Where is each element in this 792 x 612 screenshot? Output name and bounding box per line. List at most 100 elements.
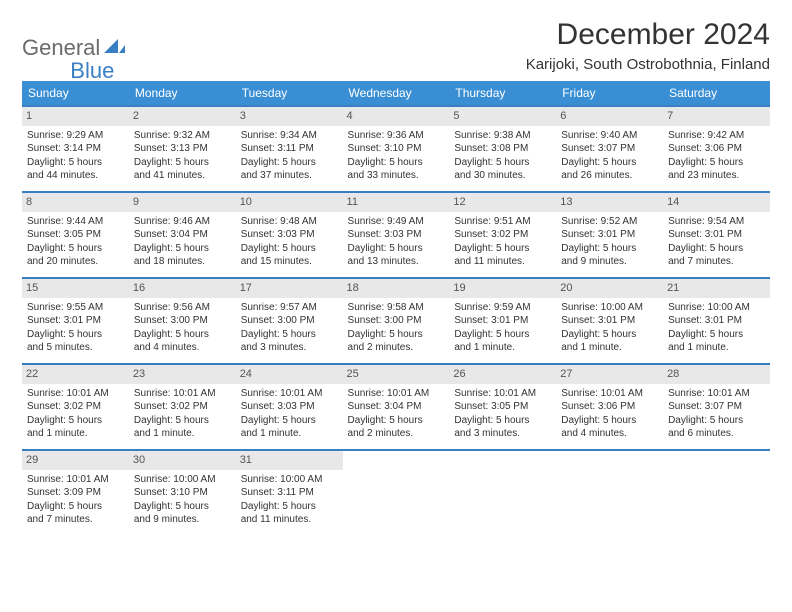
day-number: 3 [236,107,343,126]
sunrise-text: Sunrise: 10:01 AM [27,473,124,487]
daylight-text: and 1 minute. [241,427,338,441]
sunrise-text: Sunrise: 10:00 AM [134,473,231,487]
daylight-text: Daylight: 5 hours [134,414,231,428]
sunset-text: Sunset: 3:11 PM [241,486,338,500]
logo-text-blue: Blue [70,58,114,84]
sunrise-text: Sunrise: 10:01 AM [348,387,445,401]
month-title: December 2024 [526,18,770,52]
day-number: 5 [449,107,556,126]
day-cell: 10Sunrise: 9:48 AMSunset: 3:03 PMDayligh… [236,192,343,278]
daylight-text: Daylight: 5 hours [134,242,231,256]
sunrise-text: Sunrise: 10:00 AM [241,473,338,487]
calendar-table: Sunday Monday Tuesday Wednesday Thursday… [22,81,770,536]
location: Karijoki, South Ostrobothnia, Finland [526,56,770,73]
day-number: 8 [22,193,129,212]
daylight-text: and 3 minutes. [454,427,551,441]
sunrise-text: Sunrise: 9:29 AM [27,129,124,143]
day-number: 18 [343,279,450,298]
day-number: 26 [449,365,556,384]
daylight-text: and 6 minutes. [668,427,765,441]
day-number: 22 [22,365,129,384]
day-number: 25 [343,365,450,384]
day-number: 6 [556,107,663,126]
sunrise-text: Sunrise: 9:51 AM [454,215,551,229]
day-number: 29 [22,451,129,470]
daylight-text: Daylight: 5 hours [134,500,231,514]
sunrise-text: Sunrise: 10:00 AM [561,301,658,315]
sunrise-text: Sunrise: 9:32 AM [134,129,231,143]
day-number: 20 [556,279,663,298]
day-number: 4 [343,107,450,126]
sunrise-text: Sunrise: 9:59 AM [454,301,551,315]
weekday-header: Saturday [663,81,770,106]
sunset-text: Sunset: 3:09 PM [27,486,124,500]
sunset-text: Sunset: 3:13 PM [134,142,231,156]
day-cell: 27Sunrise: 10:01 AMSunset: 3:06 PMDaylig… [556,364,663,450]
day-number: 23 [129,365,236,384]
sunrise-text: Sunrise: 10:01 AM [134,387,231,401]
sunrise-text: Sunrise: 9:34 AM [241,129,338,143]
sunset-text: Sunset: 3:01 PM [454,314,551,328]
day-number: 30 [129,451,236,470]
header: General Blue December 2024 Karijoki, Sou… [22,18,770,73]
day-cell: 13Sunrise: 9:52 AMSunset: 3:01 PMDayligh… [556,192,663,278]
daylight-text: Daylight: 5 hours [134,328,231,342]
sunset-text: Sunset: 3:01 PM [668,314,765,328]
sunrise-text: Sunrise: 9:38 AM [454,129,551,143]
sunrise-text: Sunrise: 9:54 AM [668,215,765,229]
day-cell: 1Sunrise: 9:29 AMSunset: 3:14 PMDaylight… [22,106,129,192]
day-cell: 31Sunrise: 10:00 AMSunset: 3:11 PMDaylig… [236,450,343,536]
daylight-text: Daylight: 5 hours [241,156,338,170]
day-cell [449,450,556,536]
sunrise-text: Sunrise: 9:55 AM [27,301,124,315]
day-number: 14 [663,193,770,212]
daylight-text: and 1 minute. [27,427,124,441]
day-cell: 11Sunrise: 9:49 AMSunset: 3:03 PMDayligh… [343,192,450,278]
sunset-text: Sunset: 3:05 PM [27,228,124,242]
daylight-text: and 2 minutes. [348,427,445,441]
sunset-text: Sunset: 3:06 PM [668,142,765,156]
weekday-header: Monday [129,81,236,106]
daylight-text: and 4 minutes. [134,341,231,355]
weekday-header: Thursday [449,81,556,106]
sunset-text: Sunset: 3:01 PM [668,228,765,242]
daylight-text: and 11 minutes. [241,513,338,527]
calendar-row: 1Sunrise: 9:29 AMSunset: 3:14 PMDaylight… [22,106,770,192]
daylight-text: Daylight: 5 hours [561,328,658,342]
day-cell: 19Sunrise: 9:59 AMSunset: 3:01 PMDayligh… [449,278,556,364]
day-cell: 5Sunrise: 9:38 AMSunset: 3:08 PMDaylight… [449,106,556,192]
sunrise-text: Sunrise: 9:36 AM [348,129,445,143]
day-cell: 3 Sunrise: 9:34 AMSunset: 3:11 PMDaylight… [236,106,343,192]
sunrise-text: Sunrise: 9:49 AM [348,215,445,229]
day-cell: 4Sunrise: 9:36 AMSunset: 3:10 PMDaylight… [343,106,450,192]
sunrise-text: Sunrise: 10:01 AM [241,387,338,401]
day-cell: 12Sunrise: 9:51 AMSunset: 3:02 PMDayligh… [449,192,556,278]
sunset-text: Sunset: 3:11 PM [241,142,338,156]
daylight-text: and 9 minutes. [561,255,658,269]
daylight-text: Daylight: 5 hours [348,242,445,256]
sunset-text: Sunset: 3:04 PM [348,400,445,414]
sunrise-text: Sunrise: 10:00 AM [668,301,765,315]
daylight-text: and 5 minutes. [27,341,124,355]
day-number: 17 [236,279,343,298]
daylight-text: and 26 minutes. [561,169,658,183]
daylight-text: and 37 minutes. [241,169,338,183]
daylight-text: Daylight: 5 hours [241,242,338,256]
sunrise-text: Sunrise: 9:42 AM [668,129,765,143]
sunset-text: Sunset: 3:07 PM [668,400,765,414]
sunset-text: Sunset: 3:01 PM [27,314,124,328]
daylight-text: and 2 minutes. [348,341,445,355]
daylight-text: and 13 minutes. [348,255,445,269]
daylight-text: and 15 minutes. [241,255,338,269]
day-cell: 22Sunrise: 10:01 AMSunset: 3:02 PMDaylig… [22,364,129,450]
day-cell: 17Sunrise: 9:57 AMSunset: 3:00 PMDayligh… [236,278,343,364]
daylight-text: Daylight: 5 hours [454,328,551,342]
day-number: 12 [449,193,556,212]
weekday-header: Friday [556,81,663,106]
sunrise-text: Sunrise: 9:40 AM [561,129,658,143]
daylight-text: Daylight: 5 hours [27,500,124,514]
day-cell: 21Sunrise: 10:00 AMSunset: 3:01 PMDaylig… [663,278,770,364]
daylight-text: Daylight: 5 hours [27,414,124,428]
day-number: 2 [129,107,236,126]
sunrise-text: Sunrise: 9:46 AM [134,215,231,229]
